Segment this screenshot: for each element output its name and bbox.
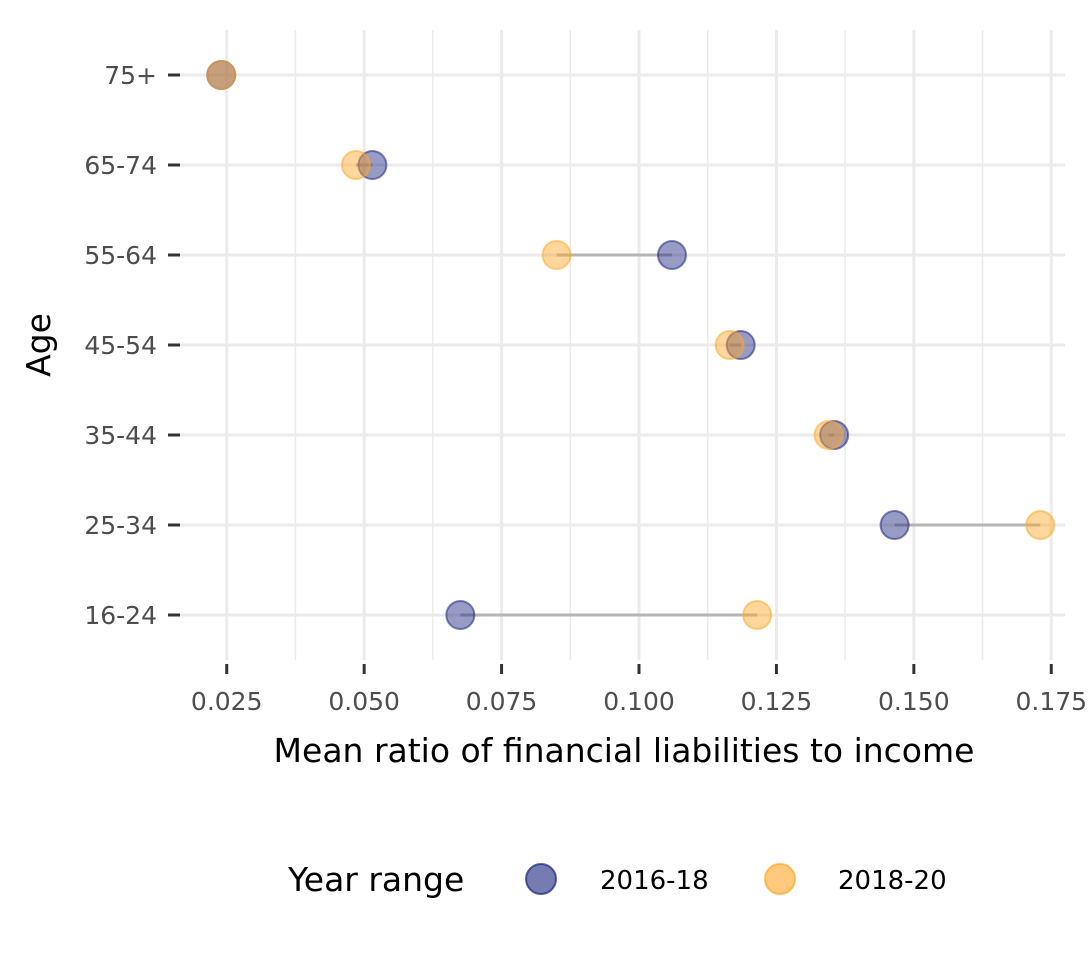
data-point-series-2	[714, 330, 745, 360]
segment-layer	[355, 163, 1041, 617]
point-layer	[206, 60, 1056, 630]
legend-title: Year range	[287, 860, 464, 899]
y-tick-label: 55-64	[84, 241, 157, 270]
y-tick-label: 75+	[104, 61, 157, 90]
legend-items: 2016-18 2018-20	[525, 863, 947, 896]
x-tick-label: 0.175	[1015, 687, 1087, 716]
data-point-series-1	[357, 150, 388, 180]
data-point-series-2	[1025, 510, 1056, 540]
y-tick-label: 65-74	[84, 151, 157, 180]
legend-label-series-1: 2016-18	[600, 866, 709, 896]
x-tick-label: 0.050	[328, 687, 400, 716]
data-point-series-1	[445, 600, 476, 630]
y-tick-label: 35-44	[84, 421, 157, 450]
x-tick-label: 0.150	[878, 687, 950, 716]
data-point-series-1	[725, 330, 756, 360]
data-point-series-1	[879, 510, 910, 540]
data-point-series-2	[742, 600, 773, 630]
data-point-series-2	[541, 240, 572, 270]
legend-label-series-2: 2018-20	[838, 866, 947, 896]
y-tick-label: 45-54	[84, 331, 157, 360]
y-axis-title: Age	[19, 313, 58, 377]
data-point-series-2	[813, 420, 844, 450]
x-tick-label: 0.125	[741, 687, 813, 716]
legend-key-series-1	[525, 863, 557, 895]
x-tick-label: 0.075	[466, 687, 538, 716]
grid-layer	[180, 30, 1065, 660]
axis-layer: 0.025 0.050 0.075 0.100 0.125 0.150 0.175 75+ 65…	[84, 61, 1087, 716]
y-tick-label: 16-24	[84, 601, 157, 630]
y-tick-label: 25-34	[84, 511, 157, 540]
data-point-series-1	[656, 240, 687, 270]
legend: Year range 2016-18 2018-20	[287, 860, 947, 899]
x-tick-label: 0.100	[603, 687, 675, 716]
legend-key-series-2	[764, 863, 796, 895]
data-point-series-2	[206, 60, 237, 90]
data-point-series-2	[340, 150, 371, 180]
x-axis-title: Mean ratio of financial liabilities to i…	[274, 731, 975, 770]
x-tick-label: 0.025	[191, 687, 263, 716]
